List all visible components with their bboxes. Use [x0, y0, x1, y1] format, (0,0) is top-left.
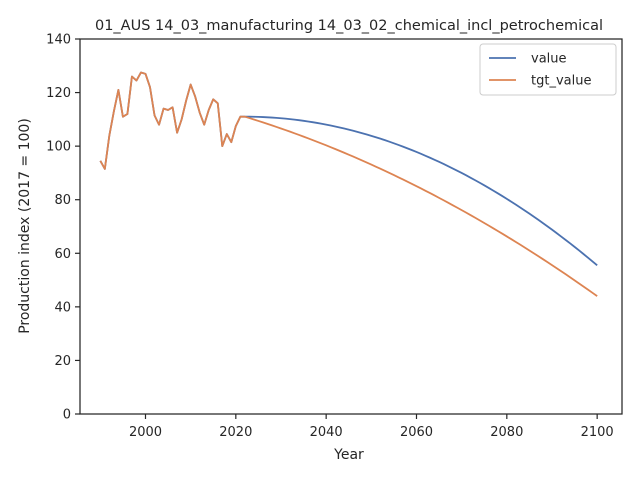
x-axis-label: Year	[333, 447, 364, 463]
legend-box	[479, 43, 617, 96]
series-line-tgt-value	[99, 71, 598, 297]
legend: value tgt_value	[479, 43, 617, 96]
y-tick-label: 140	[46, 33, 71, 48]
legend-label-value: value	[531, 52, 567, 67]
x-tick-label: 2040	[310, 425, 343, 440]
y-axis-label: Production index (2017 = 100)	[17, 118, 33, 334]
plot-frame	[79, 38, 623, 415]
series-line-value	[99, 71, 598, 267]
y-tick-label: 100	[46, 140, 71, 155]
x-tick-label: 2060	[400, 425, 433, 440]
legend-label-tgt-value: tgt_value	[531, 74, 591, 89]
x-tick-label: 2100	[581, 425, 614, 440]
chart-title: 01_AUS 14_03_manufacturing 14_03_02_chem…	[95, 18, 603, 34]
x-tick-label: 2000	[129, 425, 162, 440]
plot-border	[79, 38, 623, 415]
y-axis: 0 20 40 60 80 100 120 140	[46, 33, 80, 423]
y-tick-label: 60	[54, 247, 71, 262]
x-tick-label: 2080	[490, 425, 523, 440]
y-tick-label: 40	[54, 300, 71, 315]
y-tick-label: 80	[54, 193, 71, 208]
series-group	[99, 71, 598, 297]
x-axis: 2000 2020 2040 2060 2080 2100	[129, 414, 614, 440]
y-tick-label: 120	[46, 86, 71, 101]
y-tick-label: 20	[54, 354, 71, 369]
y-tick-label: 0	[63, 408, 71, 423]
x-tick-label: 2020	[219, 425, 252, 440]
